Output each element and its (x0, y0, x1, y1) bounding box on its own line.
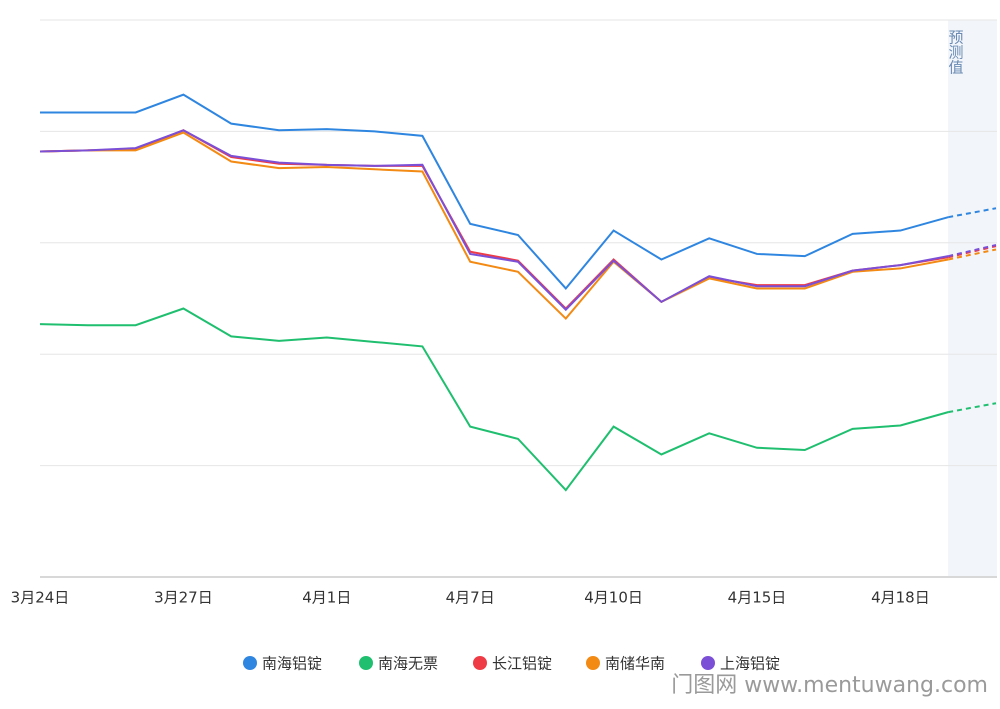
legend-label: 南海无票 (378, 655, 438, 673)
series-line (40, 93, 949, 291)
legend-marker (243, 656, 257, 670)
forecast-line (948, 402, 997, 414)
x-tick-label: 3月27日 (154, 589, 213, 607)
series-line (39, 129, 949, 312)
series-line (39, 129, 949, 310)
series-line (39, 131, 949, 321)
series-line (39, 307, 949, 492)
x-tick-label: 3月24日 (11, 589, 70, 607)
legend-label: 南储华南 (605, 655, 665, 673)
x-tick-label: 4月7日 (446, 589, 495, 607)
legend-label: 南海铝锭 (262, 655, 322, 673)
legend-marker (473, 656, 487, 670)
legend-marker (701, 656, 715, 670)
forecast-label: 预测值 (947, 30, 965, 75)
forecast-line (948, 207, 997, 219)
legend-label: 上海铝锭 (720, 655, 780, 673)
x-tick-label: 4月1日 (302, 589, 351, 607)
x-tick-label: 4月18日 (871, 589, 930, 607)
watermark: 门图网 www.mentuwang.com (671, 673, 988, 698)
legend-label: 长江铝锭 (492, 655, 552, 673)
forecast-line (947, 244, 997, 258)
forecast-band (948, 20, 997, 577)
forecast-line (947, 245, 997, 259)
legend-marker (586, 656, 600, 670)
x-tick-label: 4月15日 (728, 589, 787, 607)
forecast-line (947, 248, 997, 261)
x-tick-label: 4月10日 (584, 589, 643, 607)
legend-marker (359, 656, 373, 670)
